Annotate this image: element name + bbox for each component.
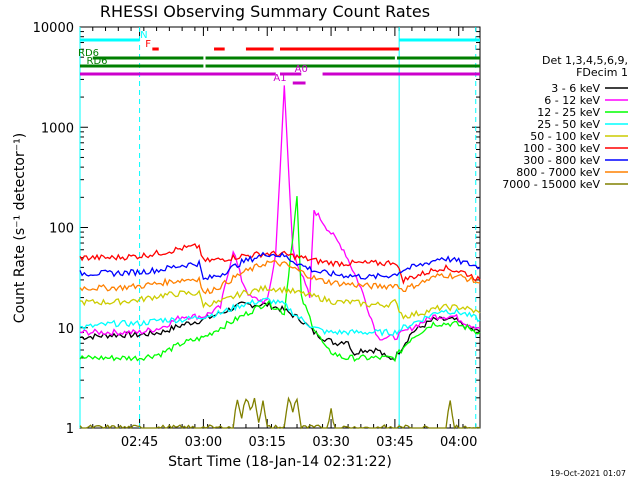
y-axis-label: Count Rate (s⁻¹ detector⁻¹)	[12, 133, 28, 323]
legend-header: Det 1,3,4,5,6,9,	[542, 54, 628, 67]
legend-label: 3 - 6 keV	[551, 82, 600, 95]
legend-label: 12 - 25 keV	[537, 106, 600, 119]
flag-label: A0	[295, 64, 308, 75]
series-line-3	[79, 297, 481, 337]
y-tick-label: 10000	[33, 21, 74, 36]
chart-title: RHESSI Observing Summary Count Rates	[100, 2, 430, 21]
flag-label: A1	[273, 73, 286, 84]
footer-date: 19-Oct-2021 01:07	[550, 469, 626, 478]
legend-label: 800 - 7000 keV	[516, 166, 600, 179]
x-tick-label: 04:00	[440, 435, 477, 450]
y-tick-label: 10	[57, 322, 74, 337]
legend-header: FDecim 1	[576, 66, 628, 79]
y-tick-label: 100	[49, 222, 74, 237]
y-tick-label: 1000	[41, 121, 74, 136]
x-tick-label: 02:45	[121, 435, 158, 450]
legend-label: 6 - 12 keV	[544, 94, 600, 107]
x-tick-label: 03:15	[248, 435, 285, 450]
series-line-4	[79, 284, 481, 320]
series-line-6	[79, 251, 481, 281]
x-tick-label: 03:45	[376, 435, 413, 450]
series-line-5	[79, 243, 481, 285]
legend-label: 25 - 50 keV	[537, 118, 600, 131]
legend-label: 300 - 800 keV	[523, 154, 600, 167]
x-tick-label: 03:00	[185, 435, 222, 450]
legend-label: 50 - 100 keV	[530, 130, 600, 143]
series-line-0	[79, 301, 481, 362]
y-tick-label: 1	[66, 422, 74, 437]
series-line-2	[79, 196, 481, 363]
flag-label: N	[140, 30, 147, 41]
series-line-1	[79, 85, 481, 341]
x-tick-label: 03:30	[312, 435, 349, 450]
series-line-8	[79, 396, 481, 430]
legend-label: 7000 - 15000 keV	[502, 178, 600, 191]
flag-label: RD6	[87, 56, 108, 67]
flag-label: F	[145, 39, 151, 50]
flag-label: RD6	[78, 48, 99, 59]
series-line-7	[79, 260, 481, 295]
x-axis-label: Start Time (18-Jan-14 02:31:22)	[168, 454, 392, 470]
plot-area: 1 10 100 1000 10000 02:45 03:00 03:15 03:30 03:45…	[33, 21, 481, 450]
legend-label: 100 - 300 keV	[523, 142, 600, 155]
